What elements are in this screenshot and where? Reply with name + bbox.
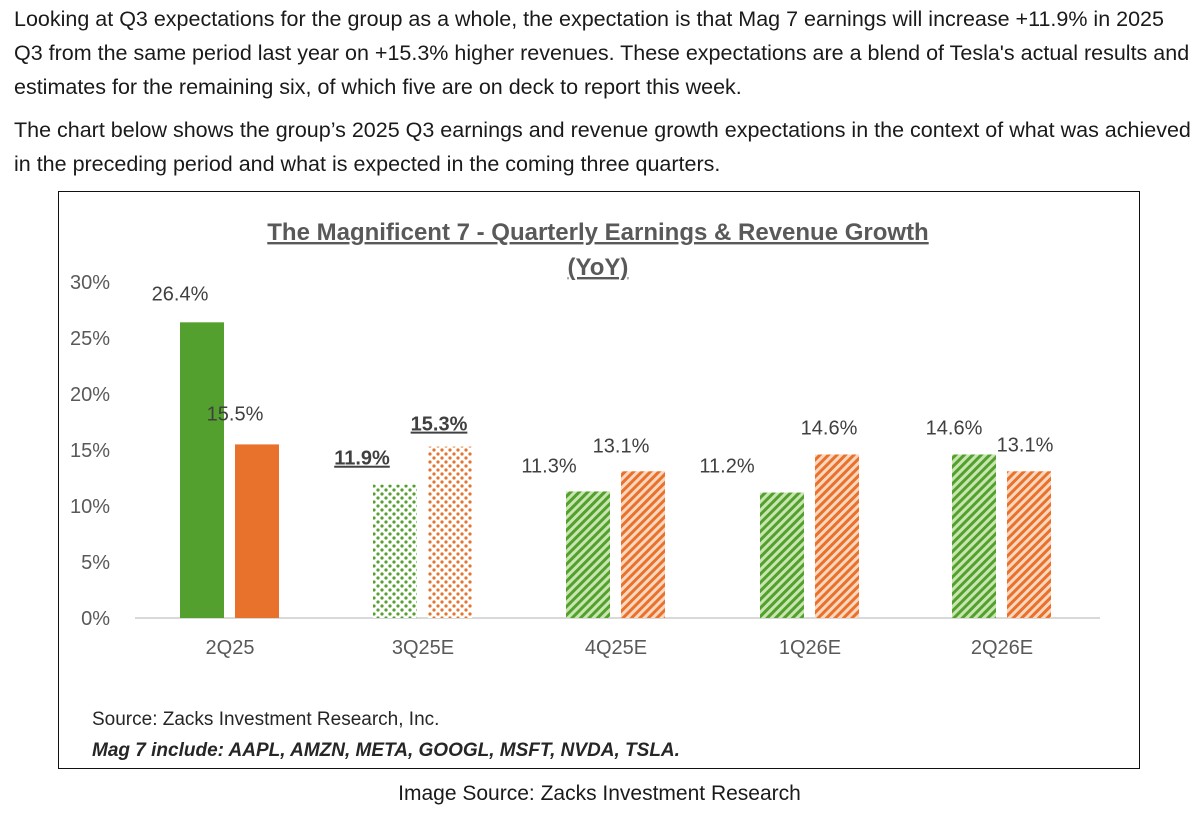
y-tick-label: 30% [70, 272, 110, 294]
data-label: 15.5% [207, 403, 264, 425]
revenue-bar-2Q25 [235, 444, 279, 618]
chart-source: Source: Zacks Investment Research, Inc. [92, 709, 439, 730]
intro-paragraph: Looking at Q3 expectations for the group… [14, 7, 1190, 99]
revenue-bar-2Q26E [1007, 471, 1051, 618]
chart-title: The Magnificent 7 - Quarterly Earnings &… [267, 219, 928, 246]
data-label: 26.4% [152, 283, 209, 305]
x-tick-label: 1Q26E [779, 637, 841, 659]
y-tick-label: 20% [70, 384, 110, 406]
revenue-bar-3Q25E [428, 446, 472, 618]
y-tick-label: 5% [81, 552, 110, 574]
earnings-bar-2Q25 [180, 322, 224, 618]
revenue-bar-1Q26E [815, 454, 859, 618]
x-tick-label: 3Q25E [392, 637, 454, 659]
data-label: 14.6% [926, 417, 983, 439]
data-label: 11.2% [699, 456, 754, 478]
x-tick-label: 2Q25 [206, 637, 255, 659]
chart-frame [58, 191, 1140, 769]
earnings-bar-1Q26E [760, 492, 804, 618]
data-label: 13.1% [593, 435, 650, 457]
data-label: 11.3% [521, 455, 576, 477]
image-caption: Image Source: Zacks Investment Research [398, 782, 801, 805]
chart-description-paragraph: The chart below shows the group’s 2025 Q… [14, 118, 1191, 176]
earnings-bar-3Q25E [373, 484, 417, 618]
chart-note: Mag 7 include: AAPL, AMZN, META, GOOGL, … [92, 740, 680, 761]
data-label: 14.6% [801, 417, 858, 439]
data-label: 15.3% [411, 414, 468, 436]
chart-subtitle: (YoY) [568, 254, 629, 281]
earnings-bar-4Q25E [566, 491, 610, 618]
revenue-bar-4Q25E [621, 471, 665, 618]
x-tick-label: 4Q25E [585, 637, 647, 659]
y-tick-label: 25% [70, 328, 110, 350]
earnings-bar-2Q26E [952, 454, 996, 618]
data-label: 13.1% [997, 434, 1054, 456]
y-tick-label: 15% [70, 440, 110, 462]
y-tick-label: 10% [70, 496, 110, 518]
y-tick-label: 0% [81, 608, 110, 630]
x-tick-label: 2Q26E [971, 637, 1033, 659]
data-label: 11.9% [334, 448, 390, 470]
